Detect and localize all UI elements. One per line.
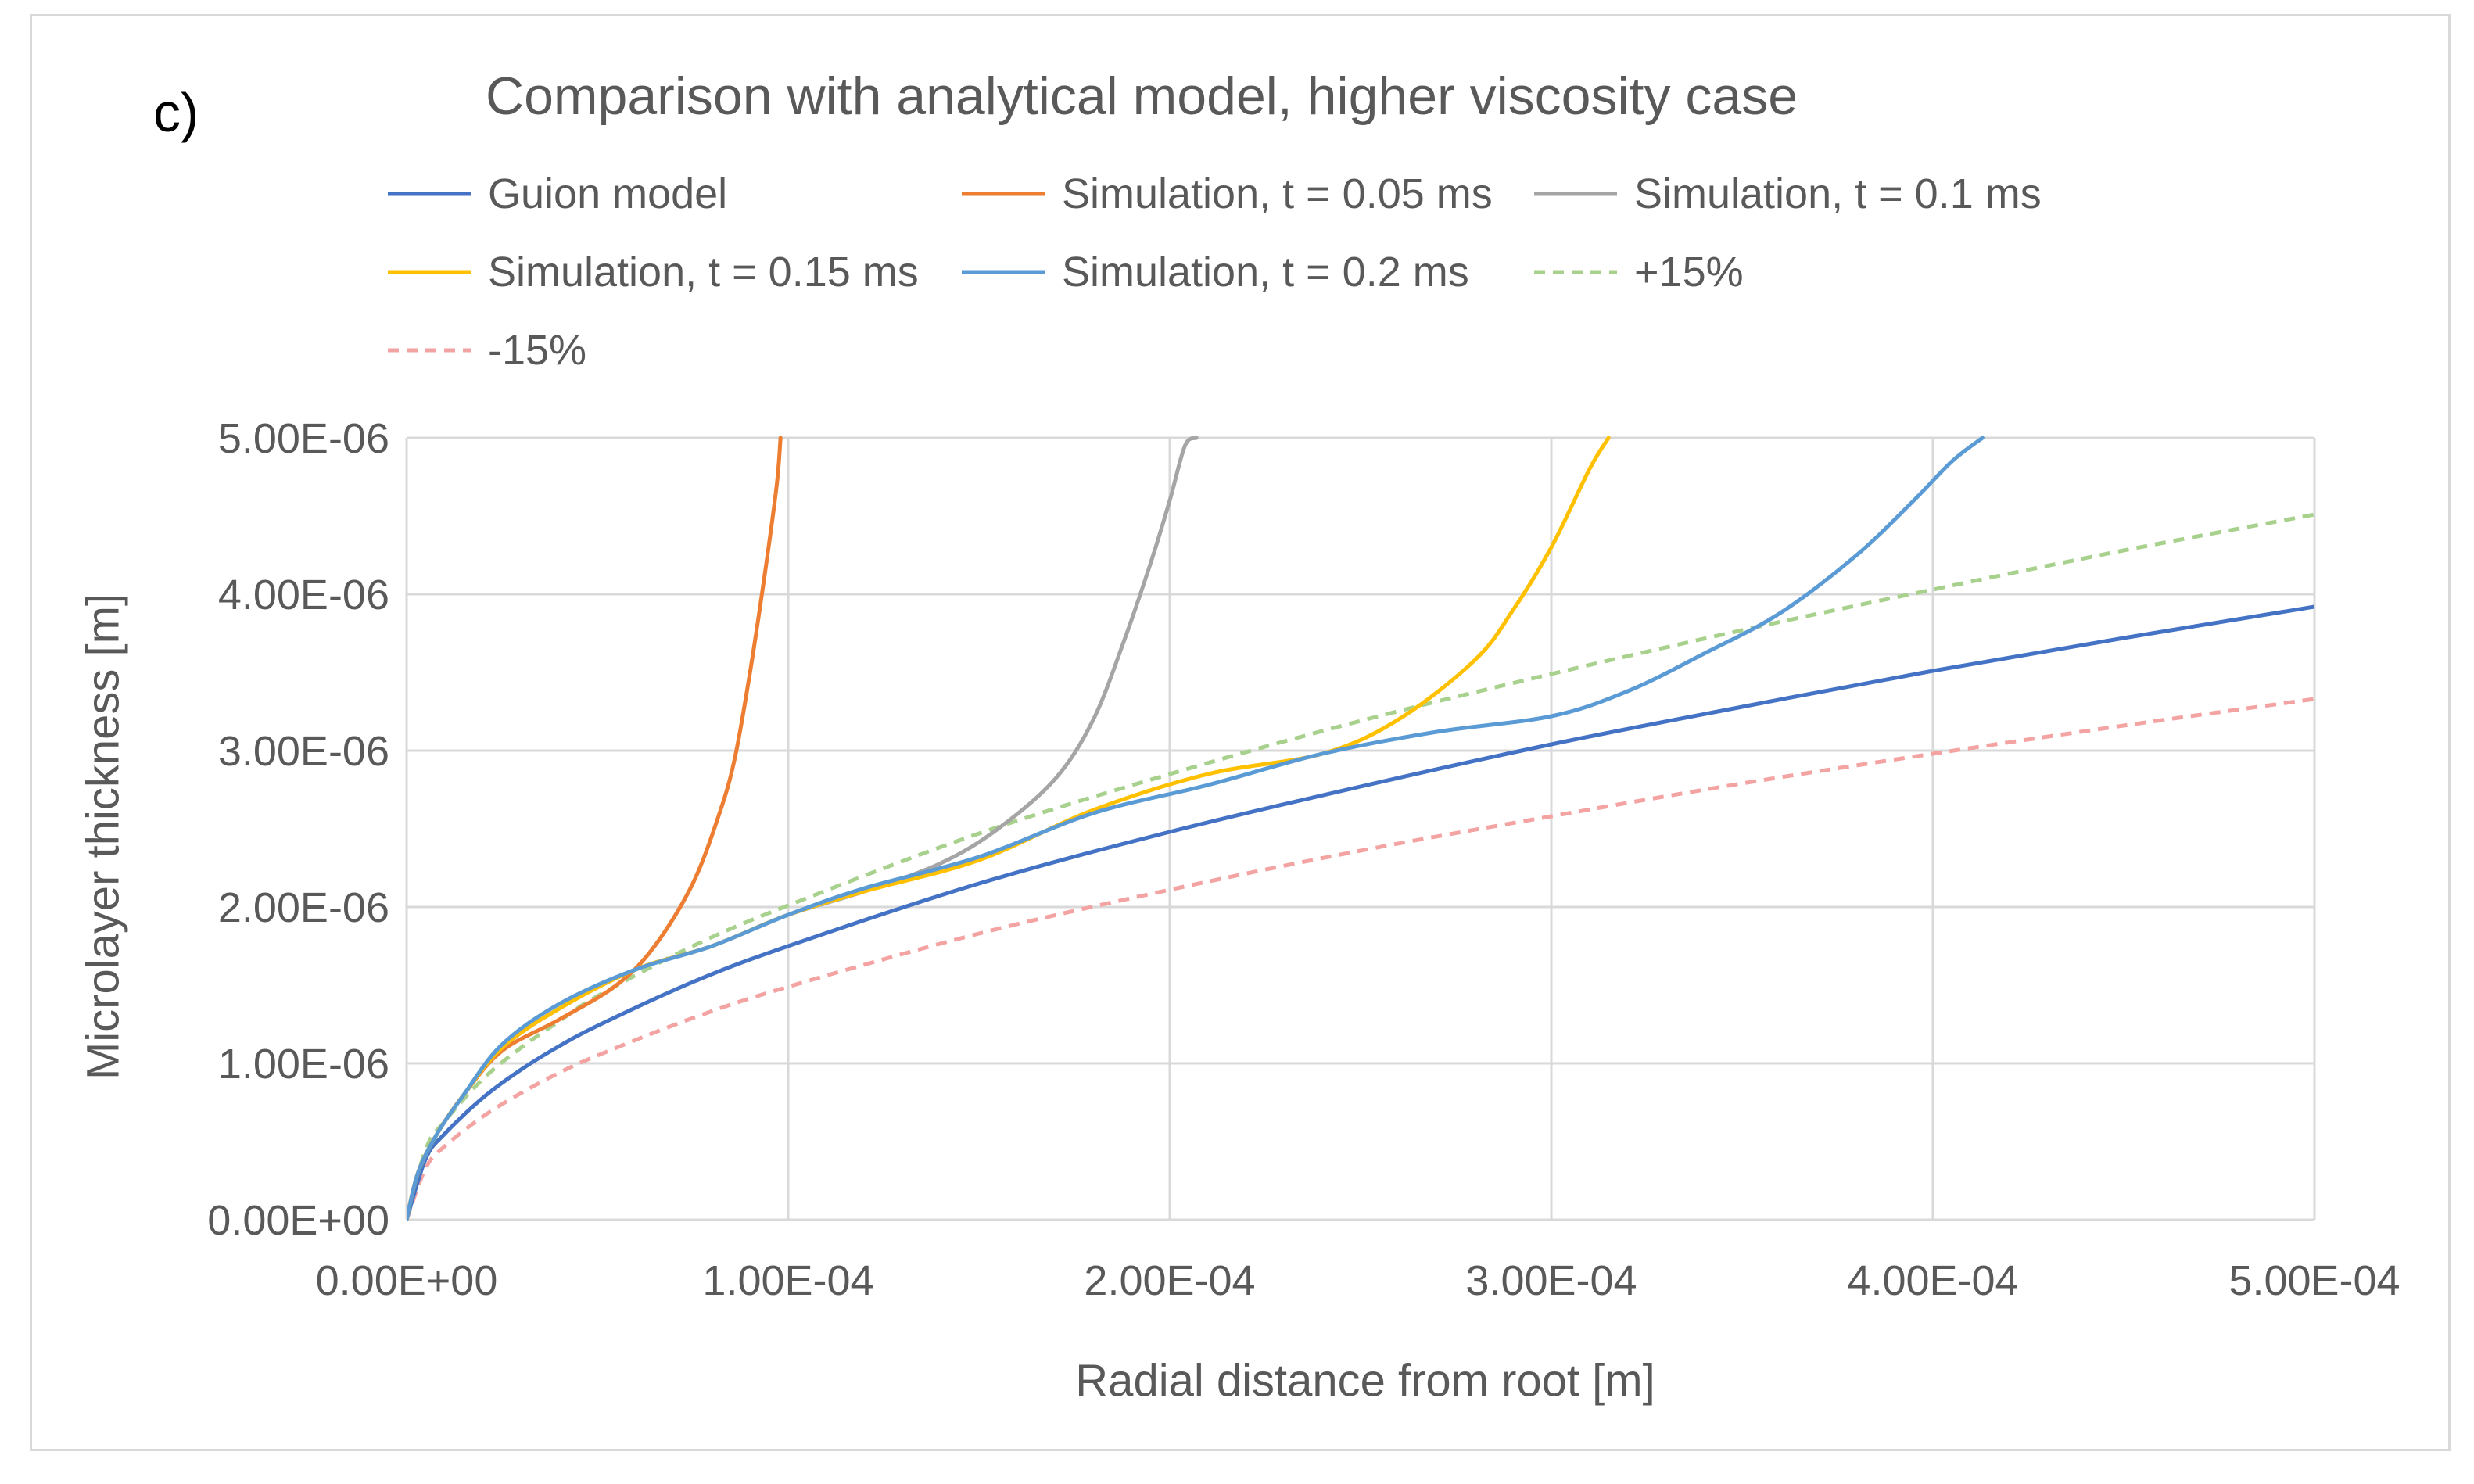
legend-label: Simulation, t = 0.05 ms: [1062, 170, 1493, 217]
series-line: [407, 436, 1199, 1222]
legend-label: Simulation, t = 0.2 ms: [1062, 249, 1469, 296]
x-axis-title: Radial distance from root [m]: [1075, 1355, 1655, 1407]
chart-title: Comparison with analytical model, higher…: [485, 66, 1798, 126]
y-tick-label: 5.00E-06: [218, 415, 389, 462]
x-tick-label: 0.00E+00: [316, 1257, 498, 1304]
x-tick-label: 4.00E-04: [1847, 1257, 2018, 1304]
legend-label: -15%: [488, 327, 587, 374]
x-tick-label: 3.00E-04: [1465, 1257, 1637, 1304]
panel-label: c): [153, 82, 199, 143]
legend-swatch: [1534, 192, 1617, 196]
y-tick-label: 3.00E-06: [218, 728, 389, 775]
grid-lines: [405, 436, 2316, 1221]
x-tick-label: 2.00E-04: [1084, 1257, 1255, 1304]
y-axis-title: Microlayer thickness [m]: [77, 593, 129, 1081]
legend-item-sim-015: Simulation, t = 0.15 ms: [388, 249, 919, 296]
series-line: [407, 512, 2314, 1221]
tick-labels: 0.00E+00 1.00E-06 2.00E-06 3.00E-06 4.00E-06…: [207, 415, 2400, 1304]
legend-swatch: [388, 270, 471, 274]
x-tick-label: 5.00E-04: [2228, 1257, 2400, 1304]
series-line: [407, 604, 2314, 1222]
legend-swatch: [1534, 270, 1617, 274]
x-tick-label: 1.00E-04: [702, 1257, 873, 1304]
legend-label: Guion model: [488, 170, 728, 217]
legend-item-minus-15: -15%: [388, 327, 586, 374]
legend-label: Simulation, t = 0.1 ms: [1634, 170, 2042, 217]
legend-swatch: [962, 192, 1045, 196]
legend-item-sim-02: Simulation, t = 0.2 ms: [962, 249, 1469, 296]
legend-label: +15%: [1634, 249, 1744, 296]
y-tick-label: 4.00E-06: [218, 572, 389, 618]
y-tick-label: 1.00E-06: [218, 1041, 389, 1088]
legend-item-sim-005: Simulation, t = 0.05 ms: [962, 170, 1493, 217]
legend-item-plus-15: +15%: [1534, 249, 1744, 296]
legend-label: Simulation, t = 0.15 ms: [488, 249, 919, 296]
legend-swatch: [388, 192, 471, 196]
y-tick-label: 0.00E+00: [207, 1197, 389, 1244]
y-tick-label: 2.00E-06: [218, 884, 389, 931]
series-lines: [407, 436, 2314, 1222]
legend-swatch: [962, 270, 1045, 274]
legend-swatch: [388, 348, 471, 353]
legend-item-sim-01: Simulation, t = 0.1 ms: [1534, 170, 2042, 217]
chart-frame: [30, 14, 2451, 1451]
series-line: [407, 436, 1611, 1222]
series-line: [407, 436, 1985, 1222]
series-line: [407, 697, 2314, 1221]
legend-item-guion-model: Guion model: [388, 170, 727, 217]
